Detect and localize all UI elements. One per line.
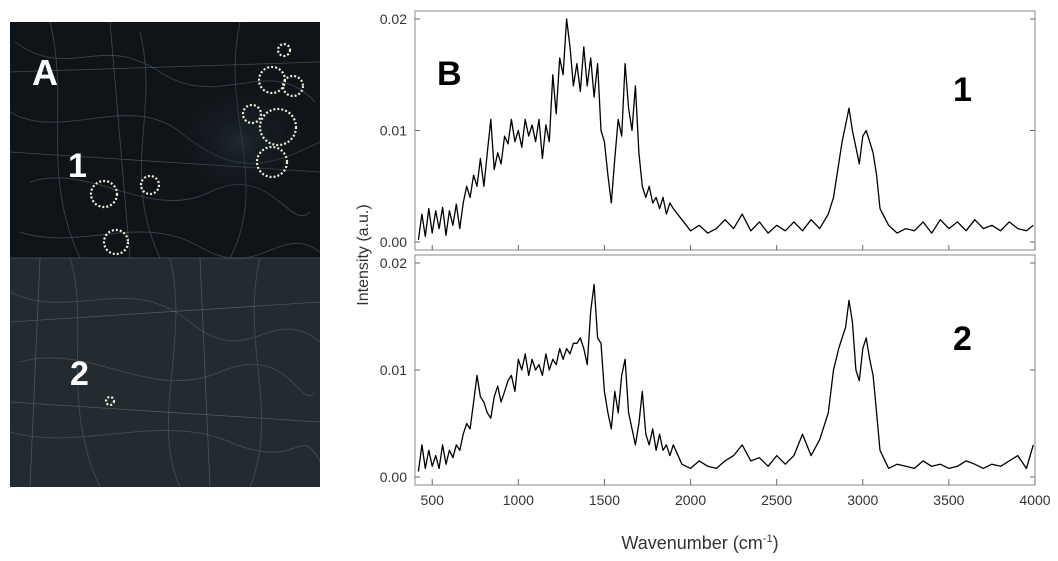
y-tick-label: 0.00 xyxy=(380,469,407,485)
x-tick-label: 4000 xyxy=(1019,492,1050,508)
bubble xyxy=(255,145,289,179)
series-line-2 xyxy=(417,283,1034,472)
x-tick-label: 2500 xyxy=(761,492,792,508)
micrograph-panel: A 1 2 xyxy=(9,21,321,488)
subplot-frame-2 xyxy=(414,254,1036,486)
series-label-1: 1 xyxy=(953,71,972,109)
bubble xyxy=(139,174,161,196)
x-tick-label: 1500 xyxy=(589,492,620,508)
y-tick-label: 0.01 xyxy=(380,362,407,378)
bubble xyxy=(281,74,305,98)
spectra-chart-panel: Intensity (a.u.) Wavenumber (cm-1) B 0.0… xyxy=(330,0,1058,556)
series-label-2: 2 xyxy=(953,320,972,358)
bubble xyxy=(241,103,263,125)
x-axis-label-sup: -1 xyxy=(763,533,773,545)
micrograph-bubbles xyxy=(89,42,305,407)
bubble xyxy=(276,42,292,58)
y-tick-label: 0.02 xyxy=(380,11,407,27)
y-tick-label: 0.00 xyxy=(380,234,407,250)
x-tick-label: 1000 xyxy=(503,492,534,508)
micrograph-image: A 1 2 xyxy=(9,21,321,488)
spectra-chart: Intensity (a.u.) Wavenumber (cm-1) B 0.0… xyxy=(355,10,1051,553)
bubble xyxy=(102,228,130,256)
panel-a-label: A xyxy=(32,52,58,93)
y-tick-label: 0.01 xyxy=(380,123,407,139)
bubble xyxy=(89,179,119,209)
bubble xyxy=(104,395,116,407)
x-tick-label: 3500 xyxy=(933,492,964,508)
x-axis-label-main: Wavenumber (cm xyxy=(621,533,762,553)
region-label-2: 2 xyxy=(70,355,89,393)
series-line-1 xyxy=(417,18,1034,240)
micrograph-haze xyxy=(160,72,320,212)
micrograph-fine-fibers xyxy=(9,21,321,488)
x-tick-label: 2000 xyxy=(675,492,706,508)
x-tick-label: 500 xyxy=(421,492,445,508)
y-axis-label: Intensity (a.u.) xyxy=(355,204,372,305)
region-label-1: 1 xyxy=(68,147,87,185)
y-tick-label: 0.02 xyxy=(380,255,407,271)
x-tick-label: 3000 xyxy=(847,492,878,508)
x-axis-label: Wavenumber (cm-1) xyxy=(621,533,778,553)
bubble xyxy=(258,107,298,147)
x-axis-label-close: ) xyxy=(773,533,779,553)
micrograph-bottom-region xyxy=(10,258,320,487)
subplot-frame-1 xyxy=(414,10,1036,251)
panel-b-label: B xyxy=(437,55,462,93)
